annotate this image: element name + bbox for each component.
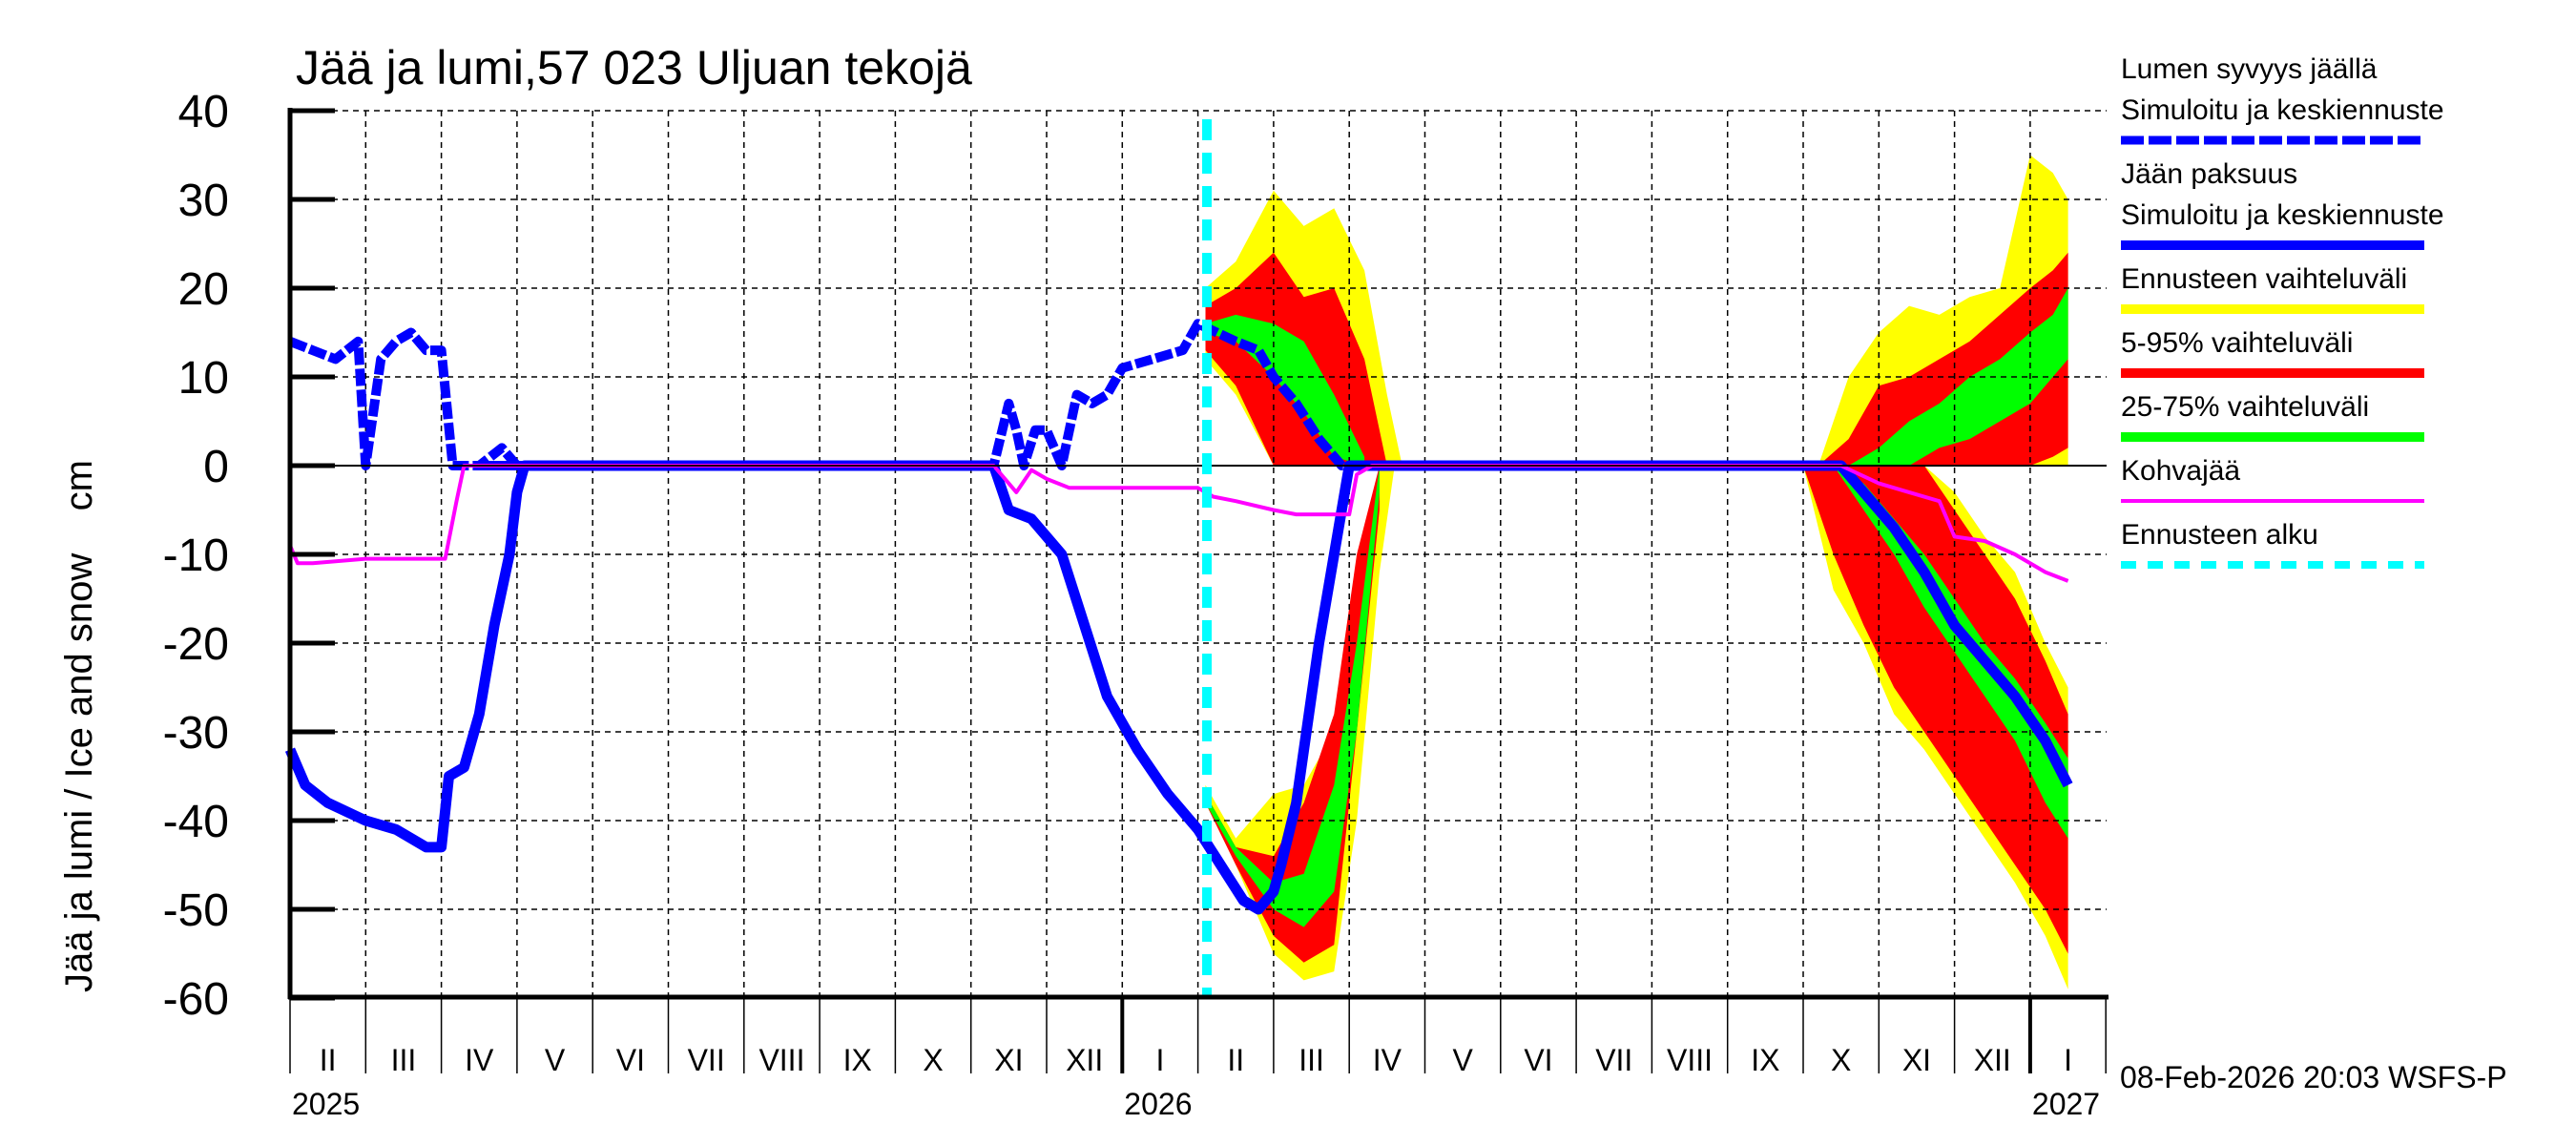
- legend-label: Simuloitu ja keskiennuste: [2121, 94, 2444, 126]
- month-label: III: [1298, 1043, 1324, 1077]
- month-label: XII: [1066, 1043, 1103, 1077]
- month-label: VIII: [758, 1043, 804, 1077]
- grid-lines: [290, 110, 2107, 997]
- y-tick-label: 0: [203, 442, 229, 492]
- month-label: IV: [465, 1043, 494, 1077]
- y-tick-label: -10: [163, 531, 229, 581]
- legend-label: 5-95% vaihteluväli: [2121, 327, 2353, 359]
- timestamp: 08-Feb-2026 20:03 WSFS-P: [2120, 1060, 2507, 1094]
- y-tick-label: 30: [178, 176, 229, 226]
- month-label: XI: [994, 1043, 1023, 1077]
- month-label: VII: [1595, 1043, 1632, 1077]
- month-label: VI: [1524, 1043, 1552, 1077]
- y-tick-label: -30: [163, 708, 229, 759]
- x-ticks: II III IV V VI VII VIII IX X XI XII I II III IV V VI VII V…: [289, 997, 2107, 1121]
- year-label: 2025: [292, 1087, 360, 1121]
- month-label: V: [1452, 1043, 1473, 1077]
- legend-label: Jään paksuus: [2121, 158, 2297, 190]
- y-tick-label: -50: [163, 885, 229, 936]
- y-tick-label: 40: [178, 87, 229, 137]
- month-label: IX: [843, 1043, 872, 1077]
- month-label: II: [320, 1043, 337, 1077]
- month-label: I: [1156, 1043, 1165, 1077]
- legend-label: Ennusteen vaihteluväli: [2121, 263, 2407, 295]
- snow-depth-line: [288, 319, 1425, 470]
- month-label: IX: [1751, 1043, 1779, 1077]
- chart-title: Jää ja lumi,57 023 Uljuan tekojä: [296, 41, 972, 94]
- legend-label: Simuloitu ja keskiennuste: [2121, 199, 2444, 231]
- slush-ice-line: [288, 464, 2069, 583]
- month-label: I: [2064, 1043, 2072, 1077]
- month-label: XII: [1974, 1043, 2011, 1077]
- year-label: 2026: [1124, 1087, 1192, 1121]
- year-label: 2027: [2032, 1087, 2100, 1121]
- legend-label: 25-75% vaihteluväli: [2121, 391, 2369, 423]
- month-label: II: [1227, 1043, 1244, 1077]
- month-label: VIII: [1667, 1043, 1713, 1077]
- forecast-band: [1833, 466, 2068, 839]
- y-tick-label: 20: [178, 264, 229, 315]
- legend-label: Ennusteen alku: [2121, 519, 2318, 551]
- y-tick-label: -40: [163, 797, 229, 847]
- y-tick-label: -60: [163, 974, 229, 1025]
- month-label: X: [1831, 1043, 1851, 1077]
- legend-label: Kohvajää: [2121, 455, 2240, 487]
- month-label: V: [545, 1043, 566, 1077]
- forecast-band: [1205, 466, 1380, 927]
- y-ticks: 40 30 20 10 0 -10 -20 -30 -40 -50 -60: [163, 87, 335, 1025]
- y-tick-label: -20: [163, 619, 229, 670]
- y-axis-label: Jää ja lumi / Ice and snow cm: [58, 460, 100, 992]
- month-label: X: [923, 1043, 943, 1077]
- month-label: IV: [1373, 1043, 1402, 1077]
- ice-thickness-line: [284, 460, 2073, 915]
- month-label: III: [391, 1043, 417, 1077]
- forecast-band: [1803, 466, 2068, 954]
- data-lines: [284, 319, 2073, 915]
- y-tick-label: 10: [178, 353, 229, 404]
- month-label: VII: [688, 1043, 725, 1077]
- legend: Lumen syvyys jäällä Simuloitu ja keskienn…: [2121, 53, 2444, 569]
- legend-label: Lumen syvyys jäällä: [2121, 53, 2378, 85]
- month-label: XI: [1902, 1043, 1931, 1077]
- month-label: VI: [616, 1043, 645, 1077]
